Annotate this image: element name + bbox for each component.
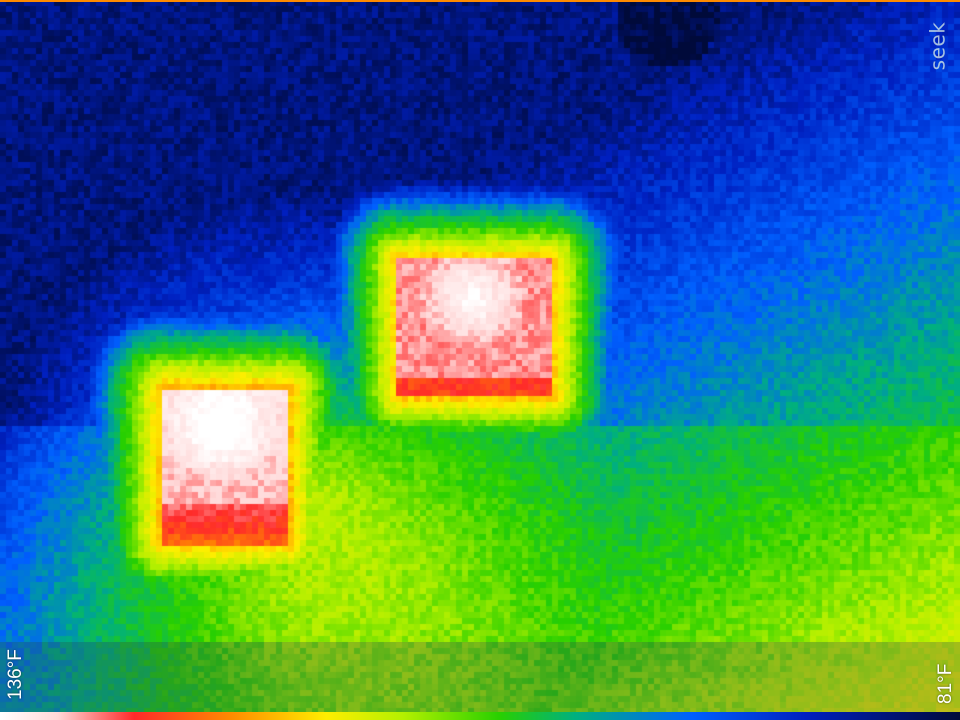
min-temperature-label: 81°F <box>935 663 956 704</box>
seek-logo: seek <box>925 8 949 84</box>
bottom-overlay-bar <box>0 642 960 712</box>
top-edge-line <box>0 0 960 2</box>
max-temperature-label: 136°F <box>5 649 26 700</box>
seek-logo-text: seek <box>925 21 949 71</box>
color-scale-bar <box>0 712 960 720</box>
